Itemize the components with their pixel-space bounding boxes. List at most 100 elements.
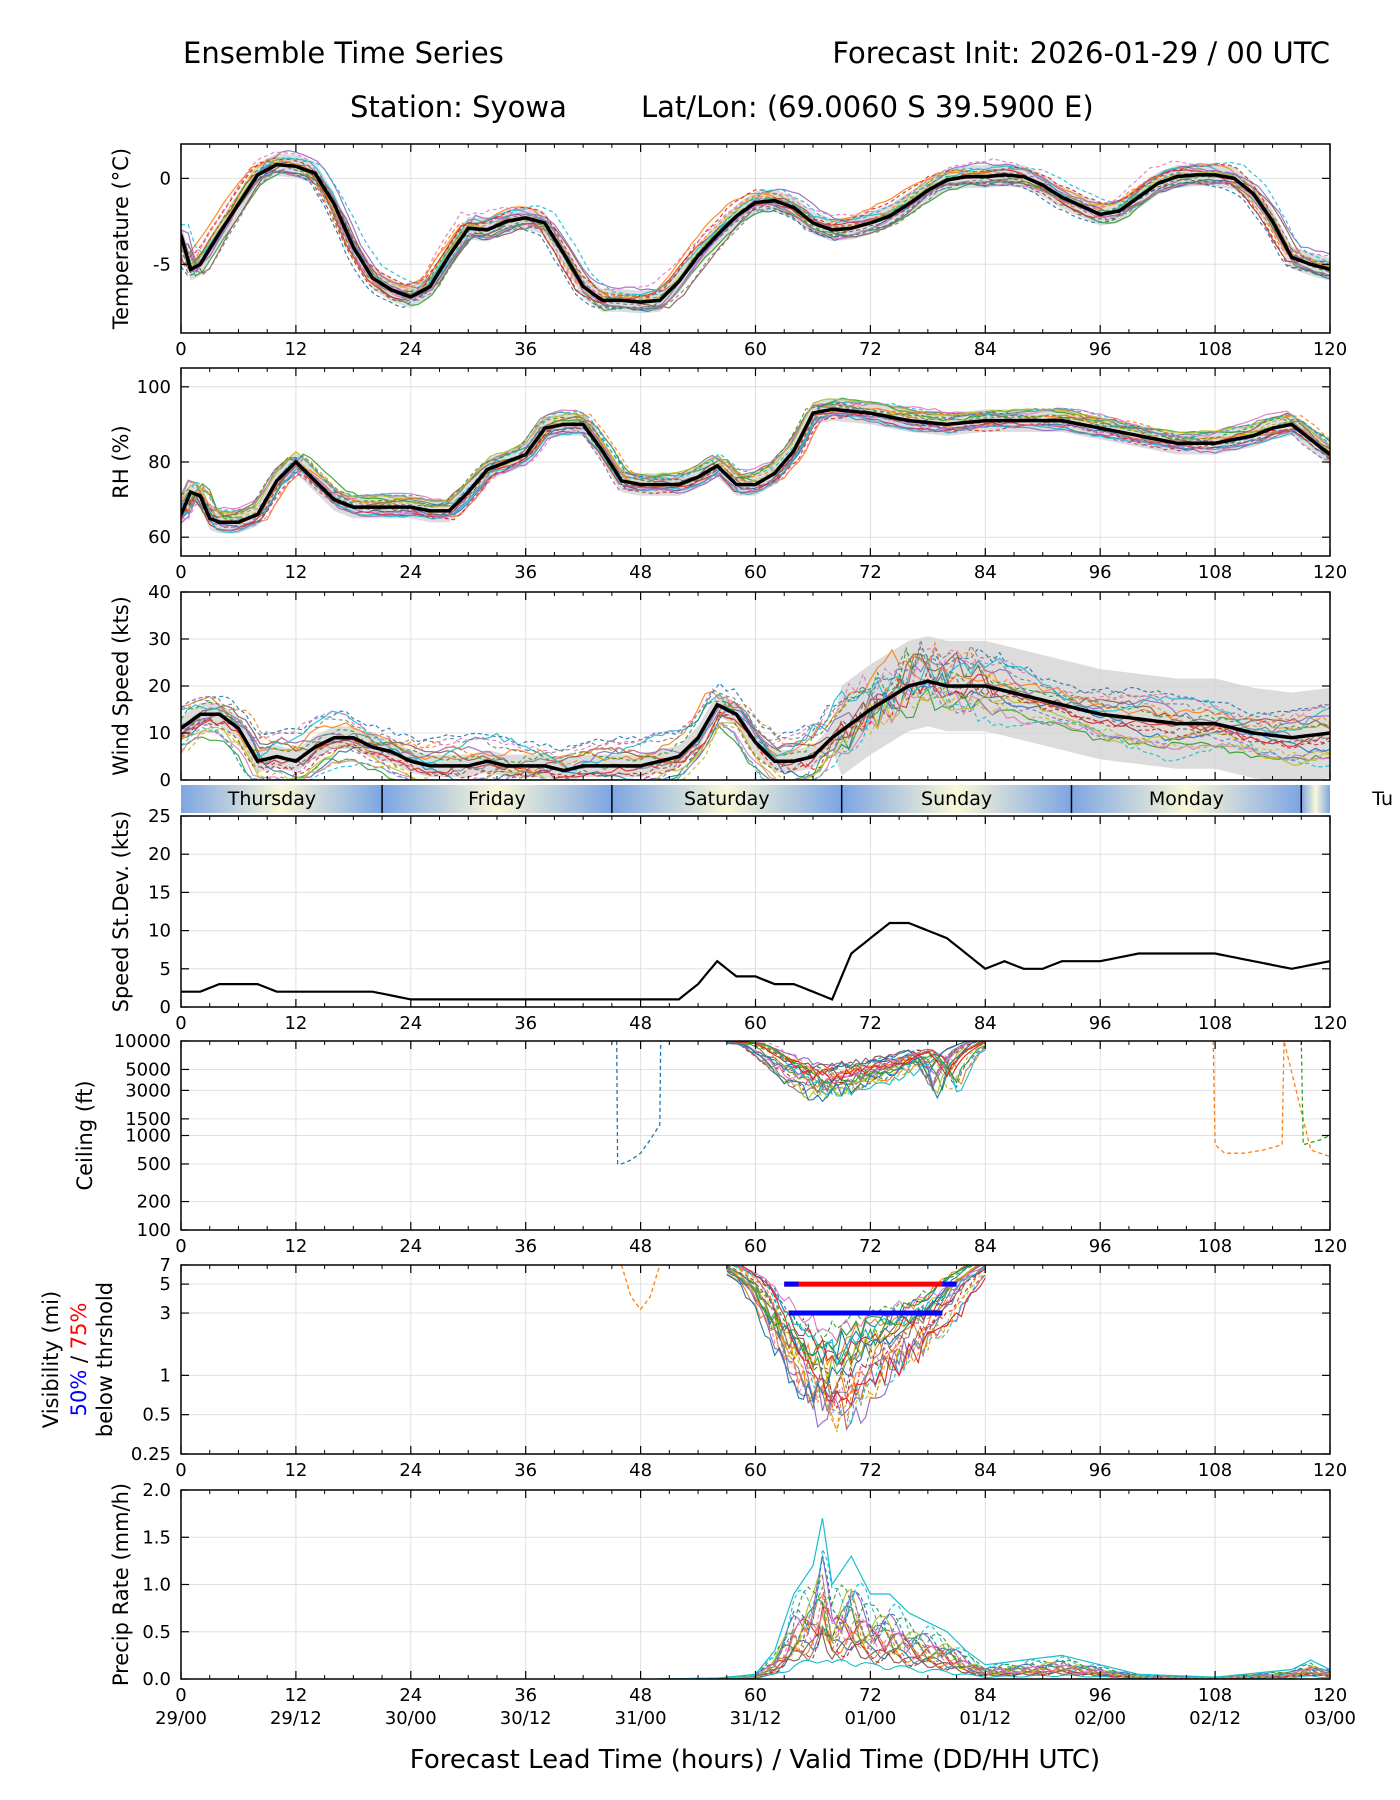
- plot-area: [181, 921, 1330, 1001]
- ensemble-member: [1212, 1041, 1330, 1158]
- valid-time-label: 01/00: [844, 1708, 896, 1729]
- ensemble-member: [726, 1041, 986, 1084]
- panel-temperature: 0 12 24 36 48 60 72 84 96 108 120 0 -5 Temperature (°…: [109, 143, 1347, 360]
- ensemble-member: [602, 1585, 1330, 1679]
- day-band-segment: [181, 785, 383, 813]
- x-tick-label: 24: [399, 562, 422, 583]
- valid-time-label: 01/12: [959, 1708, 1011, 1729]
- ensemble-member: [181, 167, 1330, 308]
- ensemble-member: [181, 688, 1330, 780]
- x-tick-label: 72: [859, 562, 882, 583]
- title-right: Forecast Init: 2026-01-29 / 00 UTC: [832, 36, 1330, 70]
- y-tick-label: 100: [137, 377, 171, 398]
- ensemble-member: [616, 1041, 662, 1165]
- ensemble-member: [181, 413, 1330, 530]
- x-tick-label: 108: [1198, 1685, 1232, 1706]
- grid: [180, 1489, 1331, 1680]
- ensemble-member: [726, 1265, 986, 1407]
- threshold-sep: /: [67, 1349, 91, 1369]
- ensemble-member: [726, 1041, 986, 1083]
- x-tick-label: 72: [859, 1460, 882, 1481]
- y-tick-label: 3000: [125, 1080, 171, 1101]
- ensemble-member: [726, 1265, 986, 1431]
- y-tick-label: 2.0: [142, 1480, 171, 1501]
- y-tick-label: 0.25: [131, 1444, 171, 1465]
- ensemble-member: [181, 401, 1330, 511]
- ensemble-member: [602, 1573, 1330, 1679]
- y-axis: 0.25 0.5 1 3 57: [131, 1255, 1330, 1465]
- x-tick-label: 84: [974, 1013, 997, 1034]
- x-tick-label: 12: [284, 1013, 307, 1034]
- x-tick-label: 84: [974, 339, 997, 360]
- ensemble-member: [602, 1627, 1330, 1679]
- ensemble-member: [726, 1041, 986, 1103]
- plot-area: [181, 397, 1330, 534]
- day-label-friday: Friday: [468, 788, 526, 810]
- ensemble-member: [726, 1265, 986, 1364]
- x-tick-label: 72: [859, 1685, 882, 1706]
- x-tick-label: 36: [514, 1236, 537, 1257]
- x-tick-label: 72: [859, 1236, 882, 1257]
- plot-area: [620, 1265, 986, 1433]
- x-axis: 0 12 24 36 48 60 72 84 96 108 120: [175, 1041, 1347, 1257]
- grid: [180, 1040, 1331, 1231]
- x-tick-label: 48: [629, 1685, 652, 1706]
- y-tick-label: 500: [137, 1154, 171, 1175]
- ensemble-mean-line: [181, 407, 1330, 524]
- ensemble-member: [181, 169, 1330, 309]
- threshold-75-label: 75%: [67, 1303, 91, 1350]
- x-tick-label: 24: [399, 1013, 422, 1034]
- day-label-saturday: Saturday: [684, 788, 770, 810]
- valid-time-label: 03/00: [1304, 1708, 1356, 1729]
- grid: [180, 815, 1331, 1008]
- day-band: Thursday Friday Saturday Sunday Monday Tu: [181, 785, 1393, 813]
- y-tick-label: 40: [148, 582, 171, 603]
- day-band-segment: [611, 785, 842, 813]
- ensemble-mean-line: [181, 162, 1330, 304]
- x-tick-label: 108: [1198, 1236, 1232, 1257]
- plot-area: [602, 1518, 1330, 1679]
- y-tick-label: 7: [160, 1255, 171, 1276]
- y-axis-label: Speed St.Dev. (kts): [109, 811, 133, 1013]
- day-band-segment: [1301, 785, 1330, 813]
- y-tick-label: 10: [148, 921, 171, 942]
- precip-max-member: [659, 1518, 1330, 1679]
- y-axis-label: Wind Speed (kts): [109, 596, 133, 776]
- x-tick-label: 0: [175, 1685, 186, 1706]
- x-tick-label: 108: [1198, 339, 1232, 360]
- x-axis-label: Forecast Lead Time (hours) / Valid Time …: [410, 1745, 1100, 1775]
- day-label-monday: Monday: [1149, 788, 1224, 810]
- panel-wind: 0 10 20 30 40 Wind Speed (kts): [109, 582, 1331, 791]
- y-tick-label: 30: [148, 629, 171, 650]
- y-tick-label: 5: [160, 1274, 171, 1295]
- x-tick-label: 12: [284, 339, 307, 360]
- y-tick-label: 0: [160, 168, 171, 189]
- ensemble-member: [726, 1265, 986, 1432]
- x-tick-label: 60: [744, 1460, 767, 1481]
- y-tick-label: 25: [148, 806, 171, 827]
- x-tick-label: 108: [1198, 1013, 1232, 1034]
- ensemble-member: [181, 408, 1330, 528]
- x-tick-label: 60: [744, 562, 767, 583]
- x-tick-label: 36: [514, 562, 537, 583]
- ensemble-member: [181, 680, 1330, 780]
- valid-time-label: 30/00: [385, 1708, 437, 1729]
- y-tick-label: 0.5: [142, 1622, 171, 1643]
- ensemble-member: [181, 685, 1330, 780]
- latlon-label: Lat/Lon: (69.0060 S 39.5900 E): [641, 90, 1094, 124]
- x-tick-label: 24: [399, 1236, 422, 1257]
- ensemble-member: [726, 1041, 986, 1077]
- y-axis-label: RH (%): [109, 425, 133, 498]
- y-tick-label: 10000: [114, 1031, 171, 1052]
- x-axis: 0 12 24 36 48 60 72 84 96 108 120: [175, 816, 1347, 1034]
- x-axis: 0 12 24 36 48 60 72 84 96 108 120: [175, 368, 1347, 583]
- x-tick-label: 48: [629, 1013, 652, 1034]
- ensemble-member: [602, 1574, 1330, 1679]
- x-tick-label: 12: [284, 1236, 307, 1257]
- day-label-sunday: Sunday: [921, 788, 992, 810]
- panel-visibility: 0 12 24 36 48 60 72 84 96 108 120 0.25 0.5 1 3 57 Visibi…: [39, 1255, 1347, 1481]
- grid: [180, 368, 1331, 556]
- y-tick-label: 1000: [125, 1126, 171, 1147]
